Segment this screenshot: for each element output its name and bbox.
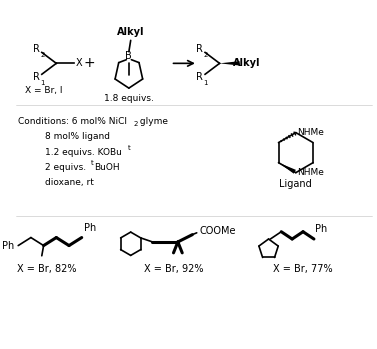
- Text: 2: 2: [204, 52, 208, 58]
- Text: Conditions: 6 mol% NiCl: Conditions: 6 mol% NiCl: [18, 117, 127, 126]
- Text: NHMe: NHMe: [297, 168, 323, 177]
- Text: Ph: Ph: [315, 224, 327, 233]
- Text: 2: 2: [133, 121, 138, 127]
- Text: Ligand: Ligand: [279, 179, 312, 188]
- Text: R: R: [196, 44, 203, 54]
- Text: 1.2 equivs. KOBu: 1.2 equivs. KOBu: [45, 148, 122, 157]
- Text: dioxane, rt: dioxane, rt: [45, 178, 94, 187]
- Text: B: B: [126, 51, 132, 61]
- Text: t: t: [128, 145, 131, 151]
- Text: BuOH: BuOH: [94, 163, 120, 172]
- Text: t: t: [91, 160, 93, 166]
- Text: X = Br, 92%: X = Br, 92%: [144, 264, 204, 274]
- Text: 2 equivs.: 2 equivs.: [45, 163, 89, 172]
- Text: Alkyl: Alkyl: [117, 27, 144, 37]
- Text: R: R: [196, 72, 203, 82]
- Text: +: +: [83, 56, 95, 70]
- Text: R: R: [33, 44, 40, 54]
- Text: X = Br, 82%: X = Br, 82%: [17, 264, 77, 274]
- Polygon shape: [219, 61, 239, 66]
- Polygon shape: [279, 163, 296, 174]
- Text: Alkyl: Alkyl: [233, 58, 261, 68]
- Text: 1.8 equivs.: 1.8 equivs.: [104, 94, 154, 103]
- Text: 1: 1: [40, 80, 45, 87]
- Text: 2: 2: [40, 52, 45, 58]
- Text: X: X: [75, 58, 82, 68]
- Text: 8 mol% ligand: 8 mol% ligand: [45, 133, 110, 141]
- Text: 1: 1: [204, 80, 208, 87]
- Text: Ph: Ph: [84, 223, 96, 233]
- Text: Ph: Ph: [2, 240, 14, 251]
- Text: glyme: glyme: [137, 117, 168, 126]
- Text: NHMe: NHMe: [297, 128, 323, 137]
- Text: X = Br, 77%: X = Br, 77%: [273, 264, 333, 274]
- Text: R: R: [33, 72, 40, 82]
- Text: X = Br, I: X = Br, I: [25, 86, 62, 95]
- Text: COOMe: COOMe: [200, 226, 236, 236]
